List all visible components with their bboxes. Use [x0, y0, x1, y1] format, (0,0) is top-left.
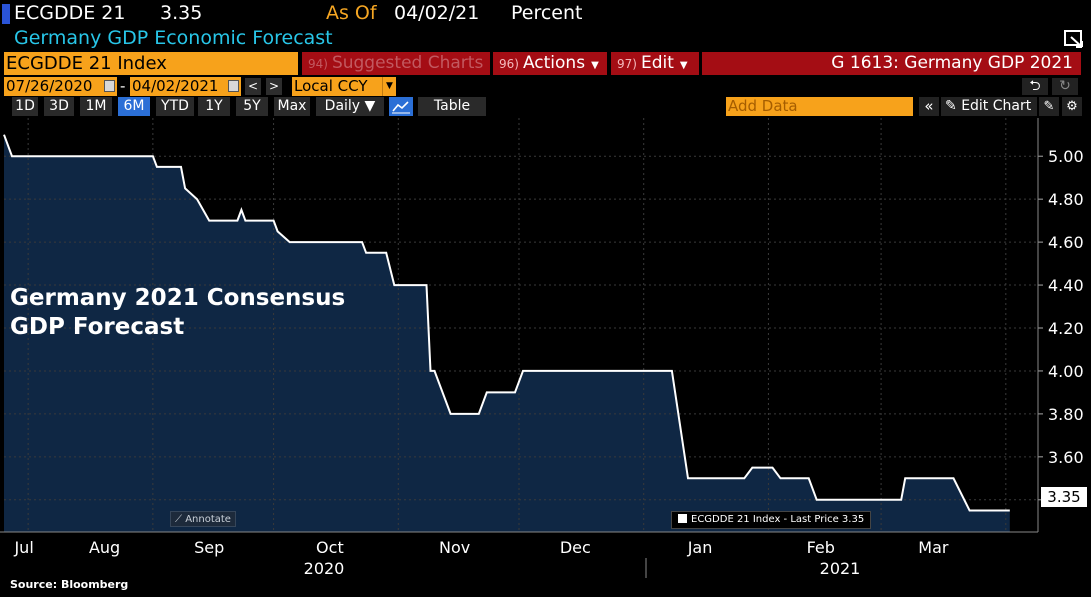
security-header: ECGDDE 21 3.35 As Of 04/02/21 Percent — [0, 0, 1091, 28]
gear-icon[interactable]: ⚙ — [1062, 97, 1082, 116]
date-separator: - — [120, 77, 126, 95]
edit-num: 97) — [617, 57, 637, 71]
x-tick-label: Jul — [13, 538, 33, 557]
x-tick-label: Oct — [316, 538, 344, 557]
suggested-charts-button[interactable]: 94) Suggested Charts — [302, 52, 490, 75]
x-tick-label: Dec — [560, 538, 591, 557]
edit-menu-button[interactable]: 97) Edit ▼ — [611, 52, 699, 75]
x-tick-label: Mar — [918, 538, 949, 557]
period-button-1d[interactable]: 1D — [12, 97, 38, 116]
edit-label: Edit — [640, 53, 674, 73]
y-tick-label: 4.40 — [1048, 276, 1084, 295]
undo-button[interactable]: ⮌ — [1022, 78, 1048, 95]
chart-legend: ECGDDE 21 Index - Last Price 3.35 — [671, 511, 871, 529]
x-year-label: 2020 — [304, 559, 345, 578]
chart-area[interactable]: 5.004.804.604.404.204.003.803.603.40JulA… — [0, 118, 1091, 597]
annotate-label: Annotate — [185, 514, 231, 525]
y-tick-label: 5.00 — [1048, 147, 1084, 166]
period-button-1y[interactable]: 1Y — [198, 97, 230, 116]
legend-text: ECGDDE 21 Index - Last Price 3.35 — [691, 514, 865, 525]
x-tick-label: Aug — [89, 538, 120, 557]
chart-title-line-1: Germany 2021 Consensus — [10, 285, 346, 311]
period-button-3d[interactable]: 3D — [44, 97, 74, 116]
frequency-select[interactable]: Daily ▼ — [316, 97, 384, 116]
pencil-icon: ⟋ — [175, 514, 186, 525]
y-tick-label: 3.60 — [1048, 448, 1084, 467]
command-toolbar: ECGDDE 21 Index 94) Suggested Charts 96) A… — [0, 52, 1091, 75]
popout-icon[interactable] — [1063, 29, 1085, 49]
x-year-label: 2021 — [820, 559, 861, 578]
period-button-5y[interactable]: 5Y — [236, 97, 268, 116]
as-of-date: 04/02/21 — [394, 2, 480, 24]
annotate-button[interactable]: ⟋ Annotate — [170, 511, 236, 527]
table-view-button[interactable]: Table — [418, 97, 486, 116]
actions-label: Actions — [522, 53, 586, 73]
period-button-6m[interactable]: 6M — [118, 97, 150, 116]
legend-swatch — [678, 514, 687, 523]
series-line[interactable] — [3, 134, 1010, 512]
ticker-marker — [2, 4, 10, 24]
line-chart-icon[interactable] — [389, 97, 413, 116]
y-tick-label: 3.80 — [1048, 405, 1084, 424]
x-tick-label: Nov — [439, 538, 470, 557]
last-price-tag: 3.35 — [1041, 487, 1087, 507]
edit-chart-label: Edit Chart — [961, 98, 1032, 114]
last-price: 3.35 — [160, 2, 203, 24]
prev-period-button[interactable]: < — [245, 78, 261, 95]
units-label: Percent — [511, 2, 583, 24]
series-area — [4, 134, 1010, 532]
chevron-down-icon: ▼ — [679, 60, 688, 71]
ticker-symbol[interactable]: ECGDDE 21 — [14, 2, 126, 24]
add-data-input[interactable]: Add Data — [726, 97, 913, 116]
suggested-num: 94) — [308, 57, 328, 71]
edit-box-icon[interactable]: ✎ — [1039, 97, 1059, 116]
actions-menu-button[interactable]: 96) Actions ▼ — [493, 52, 607, 75]
period-selector-row: 1D 3D 1M 6M YTD 1Y 5Y Max Daily ▼ Table Add Dat… — [0, 97, 1091, 117]
pencil-icon: ✎ — [945, 98, 962, 114]
index-field[interactable]: ECGDDE 21 Index — [4, 52, 298, 75]
y-tick-label: 4.20 — [1048, 319, 1084, 338]
x-tick-label: Feb — [807, 538, 835, 557]
actions-num: 96) — [499, 57, 519, 71]
subtitle-row: Germany GDP Economic Forecast — [0, 27, 1091, 51]
chevron-down-icon[interactable]: ▼ — [382, 77, 396, 96]
chart-title-line-2: GDP Forecast — [10, 314, 185, 340]
redo-button[interactable]: ↻ — [1052, 78, 1078, 95]
x-tick-label: Jan — [687, 538, 713, 557]
x-tick-label: Sep — [194, 538, 224, 557]
start-date-input[interactable]: 07/26/2020 — [4, 77, 117, 96]
chart-title: Germany 2021 Consensus GDP Forecast — [10, 284, 345, 342]
y-tick-label: 4.60 — [1048, 233, 1084, 252]
period-button-ytd[interactable]: YTD — [156, 97, 194, 116]
chevron-down-icon: ▼ — [591, 60, 599, 71]
edit-chart-button[interactable]: ✎ Edit Chart — [941, 97, 1037, 116]
date-range-row: 07/26/2020 - 04/02/2021 < > Local CCY ▼ … — [0, 77, 1091, 96]
period-button-max[interactable]: Max — [274, 97, 310, 116]
y-tick-label: 4.80 — [1048, 190, 1084, 209]
y-tick-label: 4.00 — [1048, 362, 1084, 381]
end-date-input[interactable]: 04/02/2021 — [130, 77, 241, 96]
period-button-1m[interactable]: 1M — [80, 97, 112, 116]
security-description: Germany GDP Economic Forecast — [14, 27, 333, 49]
currency-select[interactable]: Local CCY — [292, 77, 396, 96]
calendar-icon[interactable] — [104, 80, 115, 92]
as-of-label: As Of — [326, 2, 377, 24]
line-chart[interactable]: 5.004.804.604.404.204.003.803.603.40JulA… — [0, 118, 1091, 597]
source-label: Source: Bloomberg — [10, 578, 129, 591]
next-period-button[interactable]: > — [266, 78, 282, 95]
suggested-label: Suggested Charts — [331, 53, 484, 73]
calendar-icon[interactable] — [228, 80, 239, 92]
collapse-button[interactable]: « — [919, 97, 939, 116]
page-title: G 1613: Germany GDP 2021 — [702, 52, 1081, 75]
